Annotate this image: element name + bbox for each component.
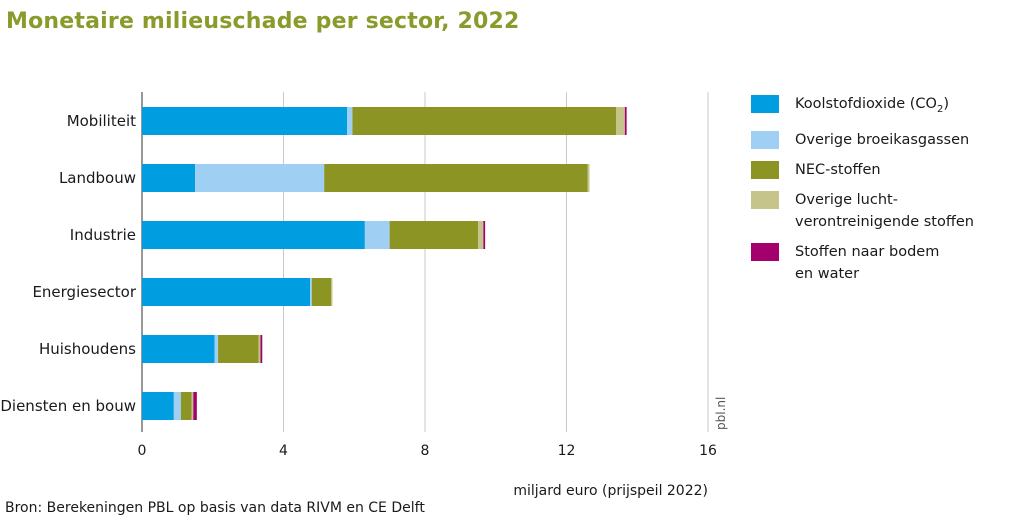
bar-segment xyxy=(616,107,625,135)
x-tick-label: 4 xyxy=(279,443,288,459)
legend-label: Overige broeikasgassen xyxy=(795,131,970,148)
bar-segment xyxy=(218,335,259,363)
x-axis-label: miljard euro (prijspeil 2022) xyxy=(513,483,708,499)
legend-swatch xyxy=(751,190,779,209)
x-tick-label: 12 xyxy=(558,443,576,459)
bar-segment xyxy=(193,392,197,420)
bar-segment xyxy=(331,278,333,306)
legend-swatch xyxy=(751,160,779,179)
x-tick-label: 0 xyxy=(138,443,147,459)
legend-item: Overige lucht-verontreinigende stoffen xyxy=(751,189,1019,233)
category-labels: Mobiliteit Landbouw Industrie Energiesector… xyxy=(0,112,136,415)
legend-label: NEC-stoffen xyxy=(795,161,881,178)
bar-segment xyxy=(142,107,348,135)
category-label: Diensten en bouw xyxy=(0,397,136,415)
bar-segment xyxy=(352,107,617,135)
bar-segment xyxy=(195,164,325,192)
grid-layer xyxy=(141,92,709,432)
bar-layer xyxy=(142,107,627,420)
bar-segment xyxy=(483,221,486,249)
legend-swatch xyxy=(751,95,779,113)
bar-segment xyxy=(142,392,174,420)
category-label: Industrie xyxy=(70,226,136,244)
category-label: Landbouw xyxy=(59,169,136,187)
bar-segment xyxy=(214,335,219,363)
bar-segment xyxy=(142,164,196,192)
category-label: Mobiliteit xyxy=(67,112,136,130)
bar-segment xyxy=(347,107,353,135)
bar-segment xyxy=(478,221,484,249)
bar-segment xyxy=(364,221,390,249)
x-tick-label: 8 xyxy=(421,443,430,459)
bar-segment xyxy=(587,164,590,192)
legend-label: Koolstofdioxide (CO2) xyxy=(795,96,950,115)
chart-title: Monetaire milieuschade per sector, 2022 xyxy=(6,9,520,34)
bar-segment xyxy=(191,392,194,420)
legend-item: Koolstofdioxide (CO2) xyxy=(751,93,1019,121)
legend-item: Overige broeikasgassen xyxy=(751,129,1019,151)
legend-label: Overige lucht-verontreinigende stoffen xyxy=(795,191,974,230)
bar-segment xyxy=(324,164,588,192)
source-note: Bron: Berekeningen PBL op basis van data… xyxy=(5,500,425,516)
legend-item: NEC-stoffen xyxy=(751,159,1019,181)
pbl-credit: pbl.nl xyxy=(714,397,728,430)
x-tick-label: 16 xyxy=(699,443,717,459)
bar-segment xyxy=(142,221,365,249)
legend-item: Stoffen naar bodem en water xyxy=(751,241,1019,285)
legend-swatch xyxy=(751,130,779,149)
bar-segment xyxy=(624,107,627,135)
legend-label: Stoffen naar bodem en water xyxy=(795,243,940,282)
bar-segment xyxy=(260,335,263,363)
category-label: Energiesector xyxy=(32,283,136,301)
bar-segment xyxy=(311,278,332,306)
category-label: Huishoudens xyxy=(39,340,136,358)
x-tick-labels: 0 4 8 12 16 xyxy=(138,443,717,459)
bar-segment xyxy=(142,278,311,306)
bar-segment xyxy=(180,392,192,420)
bar-segment xyxy=(310,278,312,306)
bar-segment xyxy=(173,392,181,420)
legend: Koolstofdioxide (CO2) Overige broeikasgas… xyxy=(751,93,1019,293)
bar-segment xyxy=(389,221,479,249)
bar-segment xyxy=(142,335,215,363)
legend-swatch xyxy=(751,242,779,261)
bar-segment xyxy=(258,335,261,363)
